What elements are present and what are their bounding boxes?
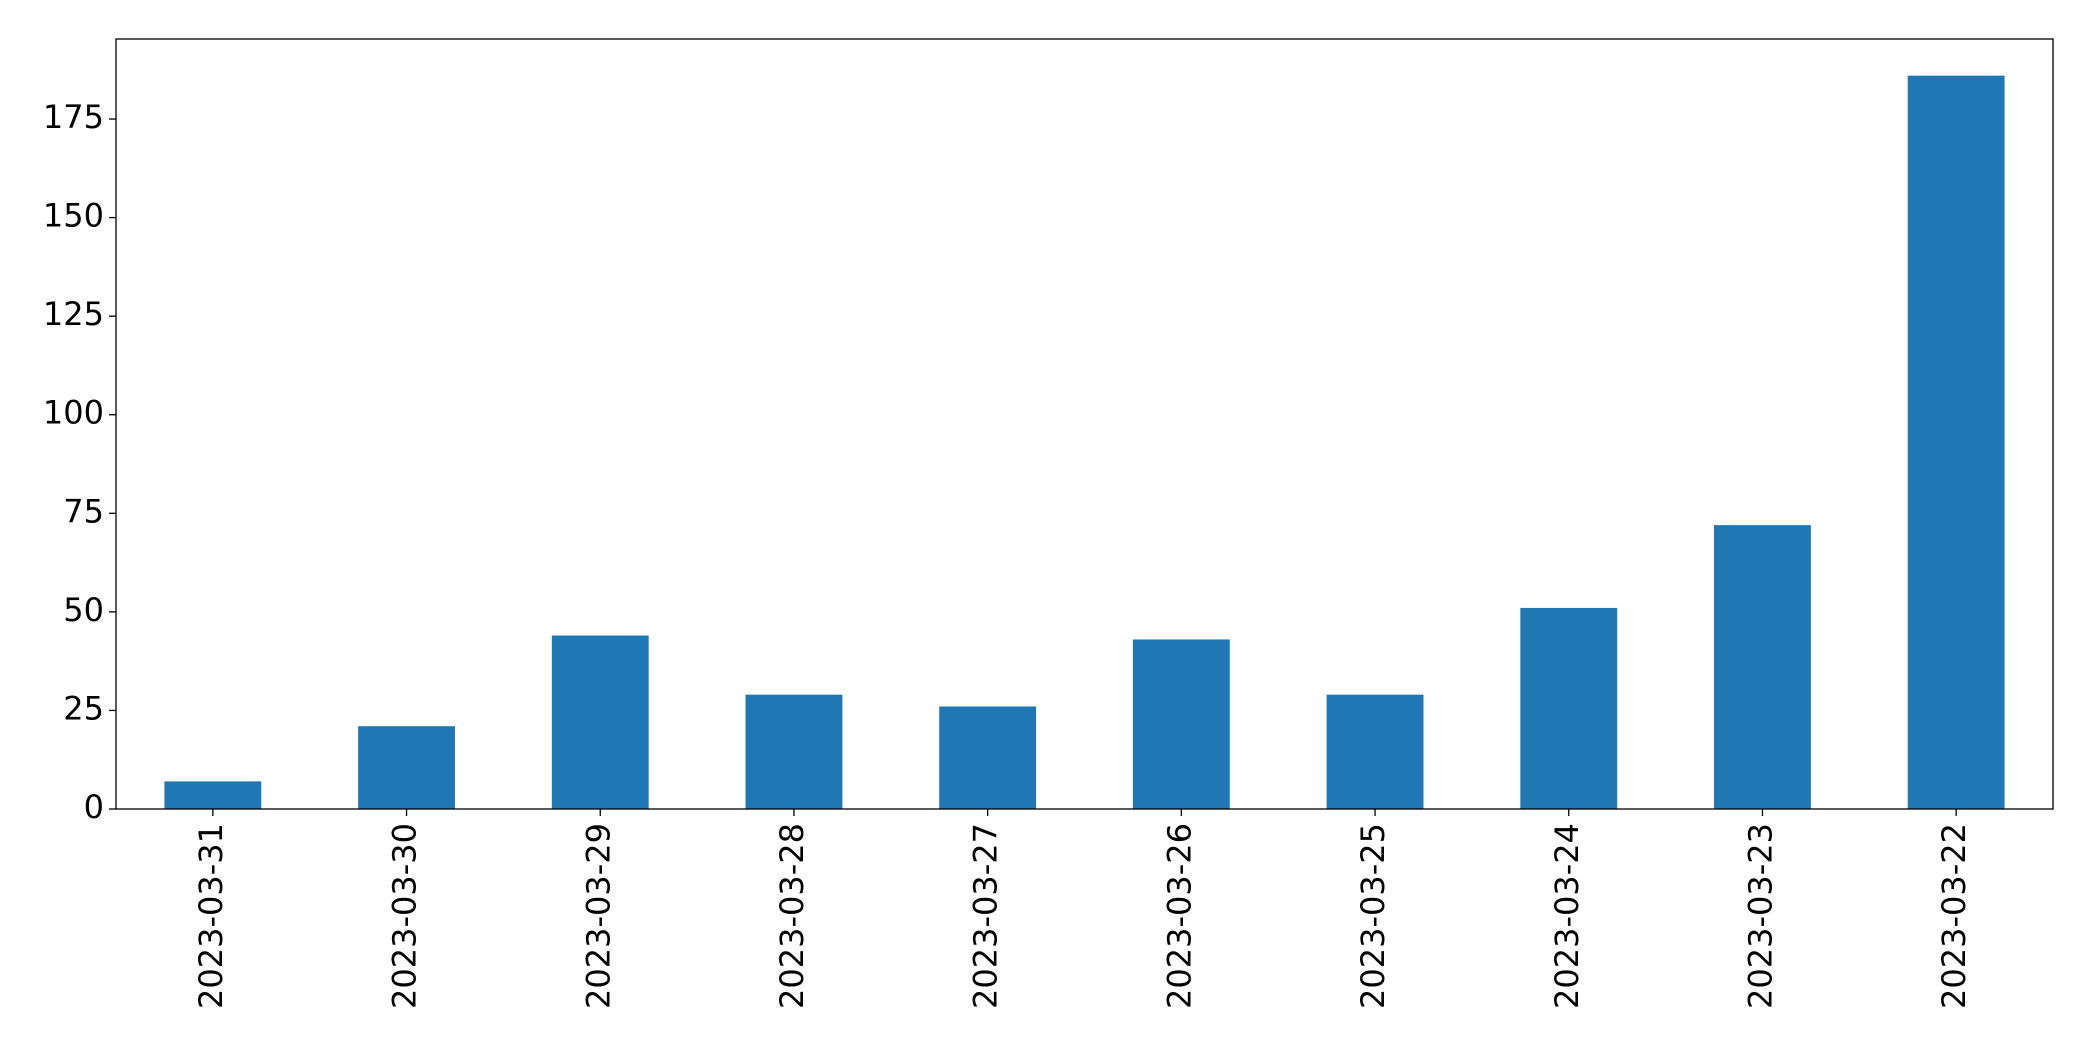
- y-tick-label: 125: [43, 295, 104, 333]
- bar: [939, 706, 1037, 809]
- x-tick-label: 2023-03-22: [1935, 823, 1973, 1009]
- bar: [1907, 75, 2005, 809]
- axes-frame: [115, 38, 2054, 810]
- bar: [164, 781, 262, 809]
- bar: [358, 726, 455, 809]
- y-tick-label: 150: [43, 197, 104, 235]
- y-tick-label: 25: [63, 689, 104, 727]
- bar: [551, 635, 649, 809]
- bar: [1520, 607, 1618, 809]
- x-tick-label: 2023-03-24: [1548, 823, 1586, 1009]
- plot-area: [164, 75, 2005, 809]
- bar: [1714, 525, 1811, 809]
- x-tick-label: 2023-03-30: [386, 823, 424, 1009]
- x-tick-label: 2023-03-27: [967, 823, 1005, 1009]
- x-tick-label: 2023-03-28: [773, 823, 811, 1009]
- x-tick-label: 2023-03-29: [579, 823, 617, 1009]
- x-tick-label: 2023-03-26: [1160, 823, 1198, 1009]
- bar: [1326, 694, 1424, 809]
- bar: [1132, 639, 1230, 809]
- y-tick-label: 175: [43, 98, 104, 136]
- y-tick-label: 75: [63, 492, 104, 530]
- y-tick-label: 0: [84, 788, 104, 826]
- bar: [745, 694, 843, 809]
- x-tick-label: 2023-03-23: [1741, 823, 1779, 1009]
- y-tick-label: 50: [63, 591, 104, 629]
- x-tick-label: 2023-03-25: [1354, 823, 1392, 1009]
- y-tick-label: 100: [43, 394, 104, 432]
- x-tick-label: 2023-03-31: [192, 823, 230, 1009]
